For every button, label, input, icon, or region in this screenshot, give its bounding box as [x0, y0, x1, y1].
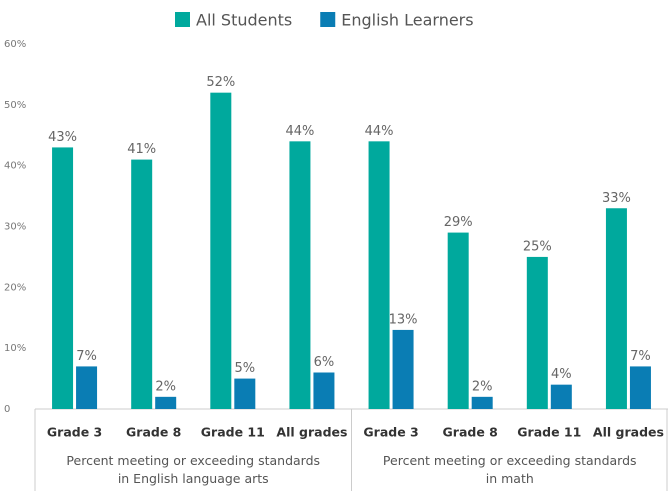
y-tick-label: 60% — [4, 39, 26, 50]
x-tick-label: Grade 3 — [363, 425, 418, 440]
bar — [313, 372, 335, 409]
y-tick-label: 30% — [4, 222, 26, 233]
value-label: 5% — [235, 361, 256, 376]
group-label: Percent meeting or exceeding standards i… — [66, 453, 321, 486]
x-tick-label: Grade 3 — [47, 425, 102, 440]
bar — [131, 159, 153, 409]
y-tick-label: 10% — [4, 343, 26, 354]
value-label: 6% — [314, 355, 335, 370]
bar — [210, 92, 232, 410]
y-tick-label: 20% — [4, 282, 26, 293]
x-tick-label: Grade 8 — [443, 425, 498, 440]
bar — [526, 256, 548, 409]
bar — [368, 141, 390, 410]
bar — [605, 208, 627, 409]
bar — [447, 232, 469, 409]
x-tick-label: Grade 11 — [201, 425, 265, 440]
legend-label: All Students — [196, 11, 292, 30]
value-label: 44% — [365, 124, 394, 139]
value-label: 13% — [389, 312, 418, 327]
bar — [234, 378, 256, 409]
group-label: Percent meeting or exceeding standards i… — [382, 453, 637, 486]
legend-label: English Learners — [341, 11, 473, 30]
bar — [155, 396, 177, 409]
value-label: 44% — [285, 124, 314, 139]
value-label: 41% — [127, 142, 156, 157]
y-tick-label: 0 — [4, 404, 10, 415]
value-label: 2% — [155, 379, 176, 394]
legend-swatch — [175, 12, 190, 27]
value-label: 4% — [551, 367, 572, 382]
y-tick-label: 50% — [4, 100, 26, 111]
bar — [52, 147, 74, 409]
bar — [471, 396, 493, 409]
value-label: 25% — [523, 239, 552, 254]
x-tick-label: All grades — [593, 425, 664, 440]
bar — [629, 366, 651, 409]
value-label: 43% — [48, 130, 77, 145]
bar — [289, 141, 311, 410]
y-tick-label: 40% — [4, 161, 26, 172]
x-tick-label: All grades — [276, 425, 347, 440]
value-label: 29% — [444, 215, 473, 230]
x-tick-label: Grade 11 — [517, 425, 581, 440]
value-label: 7% — [630, 349, 651, 364]
value-label: 52% — [206, 75, 235, 90]
x-tick-label: Grade 8 — [126, 425, 181, 440]
value-label: 33% — [602, 191, 631, 206]
bar — [392, 329, 414, 409]
legend-swatch — [320, 12, 336, 27]
bar — [76, 366, 98, 409]
value-label: 2% — [472, 379, 493, 394]
bar — [550, 384, 572, 409]
value-label: 7% — [76, 349, 97, 364]
